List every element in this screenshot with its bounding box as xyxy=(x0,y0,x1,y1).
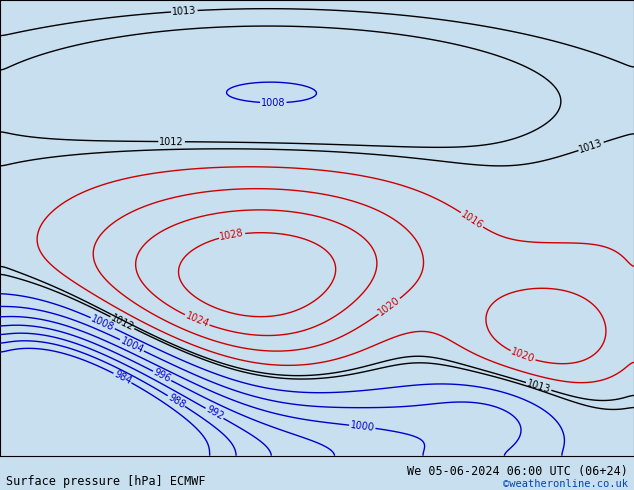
Text: 1020: 1020 xyxy=(510,347,536,365)
Text: 996: 996 xyxy=(152,367,172,385)
Text: 1020: 1020 xyxy=(377,295,402,318)
Text: 1012: 1012 xyxy=(159,137,184,147)
Text: 992: 992 xyxy=(204,404,225,422)
Text: 1013: 1013 xyxy=(172,5,197,17)
Text: 1028: 1028 xyxy=(219,228,245,243)
Text: 1016: 1016 xyxy=(459,209,485,231)
Text: 1000: 1000 xyxy=(349,420,375,433)
Text: 988: 988 xyxy=(166,392,187,410)
Text: We 05-06-2024 06:00 UTC (06+24): We 05-06-2024 06:00 UTC (06+24) xyxy=(407,465,628,478)
Text: 1013: 1013 xyxy=(578,138,604,155)
Text: 984: 984 xyxy=(112,369,133,387)
Text: Surface pressure [hPa] ECMWF: Surface pressure [hPa] ECMWF xyxy=(6,474,206,488)
Text: 1008: 1008 xyxy=(89,314,116,333)
Text: 1004: 1004 xyxy=(119,336,145,355)
Text: 1024: 1024 xyxy=(184,311,210,330)
Text: 1012: 1012 xyxy=(109,313,136,333)
Text: ©weatheronline.co.uk: ©weatheronline.co.uk xyxy=(503,479,628,489)
Text: 1008: 1008 xyxy=(261,98,285,108)
Text: 1013: 1013 xyxy=(526,378,552,395)
